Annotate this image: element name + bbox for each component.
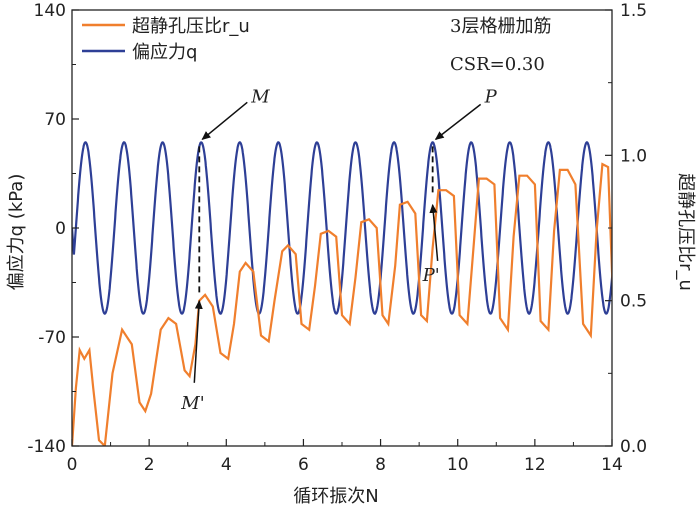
arrow-p	[434, 103, 482, 140]
y-left-tick-label: -70	[38, 328, 66, 348]
x-tick-label: 0	[67, 455, 78, 475]
y-left-tick-label: -140	[27, 437, 66, 457]
x-tick-label: 14	[601, 455, 623, 475]
x-tick-label: 6	[298, 455, 309, 475]
series-pore-pressure-line	[72, 162, 612, 446]
y-axis-left-title: 偏应力q (kPa)	[6, 174, 27, 291]
annotation-reinforcement: 3层格栅加筋	[450, 16, 551, 37]
y-axis-right-title: 超静孔压比r_u	[675, 173, 696, 291]
plot-area	[72, 141, 612, 446]
legend-label-deviator-stress: 偏应力q	[132, 42, 197, 63]
axes: 0 2 4 6 8 10 12 14 -140 -70 0 70 140 0.0 0.5 1.0 1.5 M M' P…	[27, 1, 647, 475]
legend-label-pore-pressure: 超静孔压比r_u	[132, 16, 250, 37]
x-tick-label: 10	[447, 455, 469, 475]
y-left-tick-label: 0	[55, 219, 66, 239]
y-right-tick-label: 1.5	[620, 1, 647, 21]
x-axis-title: 循环振次N	[293, 486, 378, 507]
point-label-m: M	[250, 86, 270, 107]
series-deviator-stress-line	[72, 141, 612, 315]
x-tick-label: 2	[144, 455, 155, 475]
x-tick-label: 4	[221, 455, 232, 475]
x-tick-label: 12	[524, 455, 546, 475]
arrow-p-prime	[429, 203, 439, 262]
y-right-tick-label: 0.0	[620, 437, 647, 457]
point-label-p-prime: P'	[422, 265, 440, 286]
point-label-m-prime: M'	[180, 393, 204, 414]
y-left-tick-label: 70	[44, 110, 66, 130]
y-left-tick-label: 140	[34, 1, 66, 21]
y-right-tick-label: 1.0	[620, 146, 647, 166]
arrow-m-prime	[193, 299, 203, 383]
x-tick-label: 8	[375, 455, 386, 475]
annotation-csr: CSR=0.30	[450, 54, 545, 75]
point-label-p: P	[484, 86, 498, 107]
legend: 超静孔压比r_u 偏应力q	[82, 16, 250, 63]
arrow-m	[201, 101, 248, 140]
y-right-tick-label: 0.5	[620, 292, 647, 312]
